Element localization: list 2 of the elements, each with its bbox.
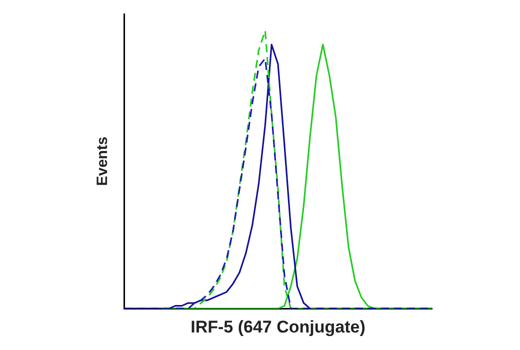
x-axis-title: IRF-5 (647 Conjugate) <box>190 317 366 336</box>
y-axis-title: Events <box>94 136 112 186</box>
